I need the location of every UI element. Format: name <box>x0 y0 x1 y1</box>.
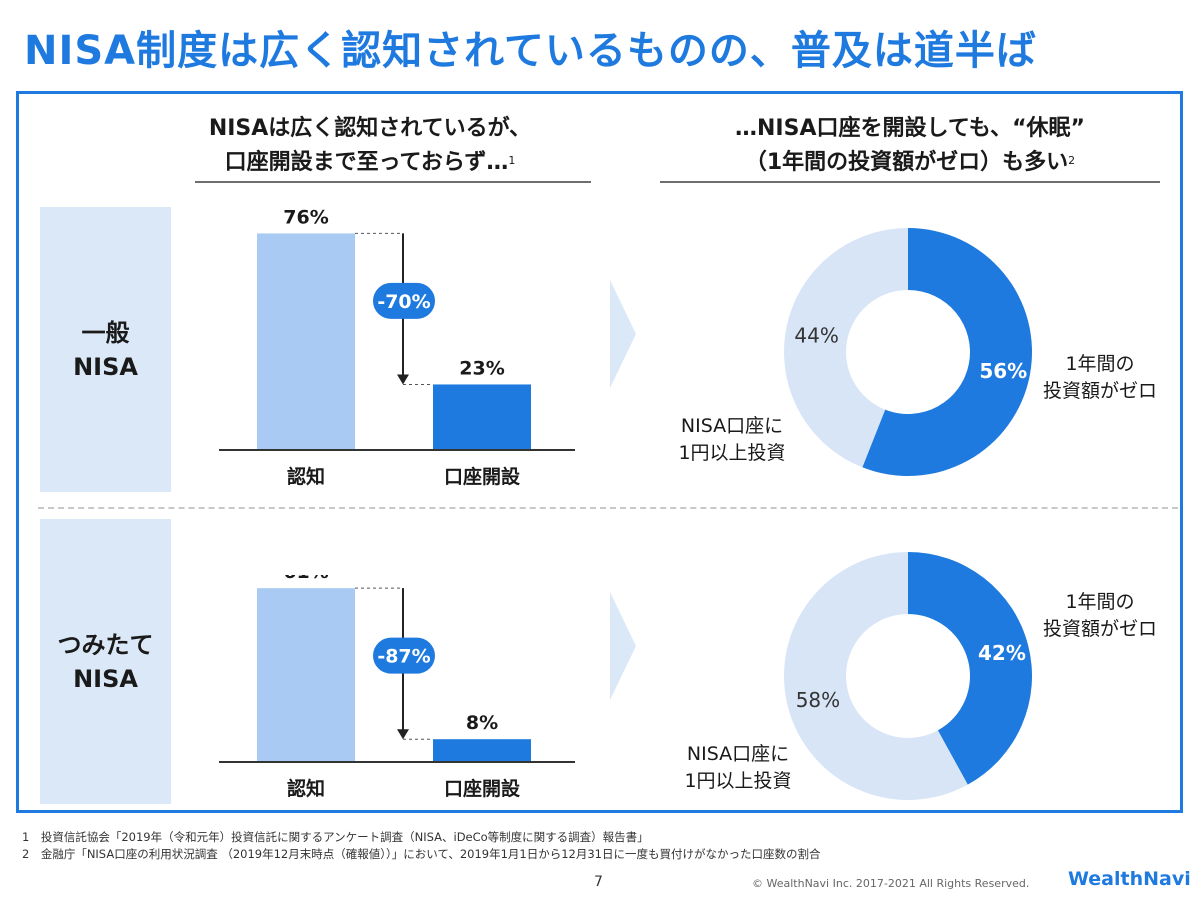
content-frame <box>16 91 1183 813</box>
bar-value-label: 76% <box>283 206 328 228</box>
brand-logo: WealthNavi <box>1068 868 1191 890</box>
donut-slice <box>783 228 908 468</box>
label-zero-investment: 投資額がゼロ <box>1043 618 1157 640</box>
row-separator <box>38 507 1178 509</box>
right-column-header: …NISA口座を開設しても、“休眠” （1年間の投資額がゼロ）も多い2 <box>640 112 1180 180</box>
change-badge <box>373 637 435 674</box>
donut-chart-general-nisa: 56% 44% 1年間の投資額がゼロ NISA口座に 1円以上投資 <box>678 228 1157 476</box>
page-number: 7 <box>594 874 603 890</box>
x-tick-label: 口座開設 <box>444 777 521 800</box>
footnotes: 1 投資信託協会「2019年（令和元年）投資信託に関するアンケート調査（NISA… <box>22 829 821 863</box>
flow-arrow-row1 <box>610 280 636 388</box>
donut-slice <box>862 228 1032 476</box>
label-invested: NISA口座に <box>681 415 783 437</box>
footnote-1: 1 投資信託協会「2019年（令和元年）投資信託に関するアンケート調査（NISA… <box>22 830 649 844</box>
change-label: -87% <box>377 646 430 668</box>
copyright: © WealthNavi Inc. 2017-2021 All Rights R… <box>752 877 1030 890</box>
row-label-line1: つみたて <box>57 630 154 659</box>
bar-chart-general-nisa: 76% 認知 23% 口座開設 -70% <box>219 206 575 488</box>
slice-value-label: 42% <box>978 641 1026 665</box>
right-header-line2: （1年間の投資額がゼロ）も多い2 <box>640 146 1180 180</box>
label-invested: NISA口座に <box>687 743 789 765</box>
bar-value-label: 8% <box>466 712 498 734</box>
x-tick-label: 認知 <box>287 777 325 800</box>
row-label-line2: NISA <box>73 352 138 381</box>
x-tick-label: 口座開設 <box>444 465 521 488</box>
row-label-line2: NISA <box>73 664 138 693</box>
bar <box>257 588 355 762</box>
row-label-line1: 一般 <box>81 318 130 347</box>
change-label: -70% <box>377 291 430 313</box>
slice-value-label: 58% <box>796 688 840 712</box>
left-header-line1: NISAは広く認知されているが、 <box>208 116 532 141</box>
left-column-header: NISAは広く認知されているが、 口座開設まで至っておらず…1 <box>160 112 580 180</box>
right-header-line1: …NISA口座を開設しても、“休眠” <box>735 116 1085 141</box>
donut-chart-tsumitate-nisa: 42% 58% 1年間の投資額がゼロ NISA口座に 1円以上投資 <box>684 552 1157 800</box>
bar <box>257 233 355 450</box>
x-tick-label: 認知 <box>287 465 325 488</box>
label-zero-investment: 1年間の <box>1065 591 1134 613</box>
row-label-general-nisa: 一般 NISA <box>40 207 171 492</box>
page-title: NISA制度は広く認知されているものの、普及は道半ば <box>24 28 1037 74</box>
left-header-ref: 1 <box>508 154 516 167</box>
bar-value-label: 61% <box>283 575 328 583</box>
label-zero-investment: 1年間の <box>1065 353 1134 375</box>
left-header-line2: 口座開設まで至っておらず…1 <box>160 146 580 180</box>
right-header-line2-text: （1年間の投資額がゼロ）も多い <box>744 150 1069 175</box>
label-zero-investment: 投資額がゼロ <box>1043 380 1157 402</box>
decrease-arrow-head <box>397 729 409 740</box>
slice-value-label: 56% <box>979 359 1027 383</box>
label-invested: 1円以上投資 <box>678 442 785 464</box>
bar-chart-tsumitate-nisa: 61% 認知 8% 口座開設 -87% <box>219 575 575 800</box>
decrease-arrow-head <box>397 374 409 385</box>
donut-slice <box>908 552 1032 785</box>
right-header-rule <box>660 181 1160 183</box>
row-label-tsumitate-nisa: つみたて NISA <box>40 519 171 804</box>
bar <box>433 739 531 762</box>
change-badge <box>373 282 435 319</box>
right-header-ref: 2 <box>1068 154 1076 167</box>
left-header-line2-text: 口座開設まで至っておらず… <box>224 150 509 175</box>
label-invested: 1円以上投資 <box>684 770 791 792</box>
donut-slice <box>783 552 968 800</box>
bar <box>433 384 531 450</box>
footnote-2: 2 金融庁「NISA口座の利用状況調査 （2019年12月末時点（確報値））」に… <box>22 847 821 861</box>
flow-arrow-row2 <box>610 592 636 700</box>
left-header-rule <box>195 181 591 183</box>
bar-value-label: 23% <box>459 357 504 379</box>
slice-value-label: 44% <box>794 324 838 348</box>
